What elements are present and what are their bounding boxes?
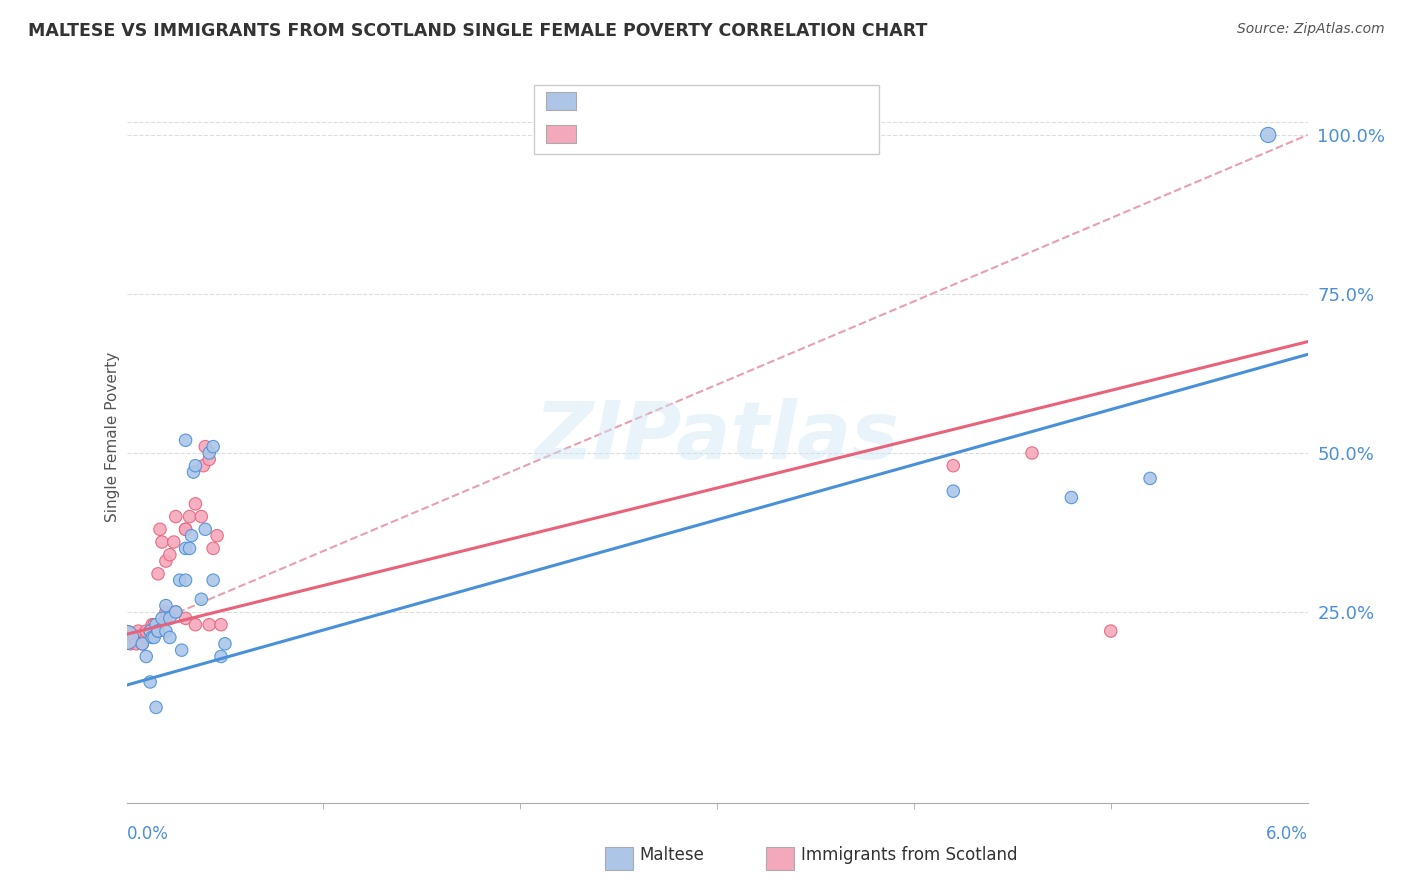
Point <box>198 617 221 632</box>
Point <box>143 631 166 645</box>
Point <box>198 446 221 460</box>
Point <box>1021 446 1043 460</box>
Point <box>1060 491 1083 505</box>
Point <box>155 611 177 625</box>
Point <box>125 637 148 651</box>
Text: Source: ZipAtlas.com: Source: ZipAtlas.com <box>1237 22 1385 37</box>
Point <box>165 605 187 619</box>
Text: 0.0%: 0.0% <box>127 825 169 843</box>
Point <box>155 599 177 613</box>
Point <box>146 624 169 638</box>
Point <box>131 637 153 651</box>
Point <box>183 465 205 479</box>
Point <box>141 631 163 645</box>
Point <box>165 509 187 524</box>
Point <box>146 624 169 638</box>
Point <box>135 631 157 645</box>
Point <box>205 529 228 543</box>
Point <box>163 535 186 549</box>
Point <box>165 605 187 619</box>
Point <box>135 649 157 664</box>
Text: R = 0.551   N = 39: R = 0.551 N = 39 <box>585 124 755 142</box>
Point <box>150 535 173 549</box>
Point <box>115 631 138 645</box>
Point <box>1257 128 1279 142</box>
Point <box>139 675 162 690</box>
Point <box>115 631 138 645</box>
Point <box>194 440 217 454</box>
Point <box>194 522 217 536</box>
Point <box>209 617 232 632</box>
Point <box>120 637 142 651</box>
Text: MALTESE VS IMMIGRANTS FROM SCOTLAND SINGLE FEMALE POVERTY CORRELATION CHART: MALTESE VS IMMIGRANTS FROM SCOTLAND SING… <box>28 22 928 40</box>
Point <box>209 649 232 664</box>
Point <box>141 617 163 632</box>
Point <box>143 617 166 632</box>
Point <box>127 624 149 638</box>
Point <box>159 548 181 562</box>
Point <box>169 573 191 587</box>
Point <box>184 617 207 632</box>
Text: ZIPatlas: ZIPatlas <box>534 398 900 476</box>
Point <box>193 458 215 473</box>
Point <box>149 522 172 536</box>
Point <box>155 605 177 619</box>
Point <box>184 458 207 473</box>
Point <box>139 624 162 638</box>
Point <box>150 611 173 625</box>
Point <box>174 522 197 536</box>
Point <box>214 637 236 651</box>
Point <box>124 631 146 645</box>
Point <box>179 541 201 556</box>
Point <box>145 617 167 632</box>
Y-axis label: Single Female Poverty: Single Female Poverty <box>104 352 120 522</box>
Point <box>1139 471 1161 485</box>
Point <box>146 566 169 581</box>
Point <box>145 700 167 714</box>
Point <box>202 573 225 587</box>
Text: R = 0.593   N = 36: R = 0.593 N = 36 <box>585 91 755 109</box>
Point <box>190 509 212 524</box>
Point <box>159 611 181 625</box>
Point <box>131 637 153 651</box>
Point <box>198 452 221 467</box>
Point <box>174 522 197 536</box>
Point <box>190 592 212 607</box>
Point <box>184 497 207 511</box>
Point <box>145 624 167 638</box>
Text: Maltese: Maltese <box>640 846 704 863</box>
Point <box>942 484 965 499</box>
Point <box>155 554 177 568</box>
Point <box>942 458 965 473</box>
Point <box>174 573 197 587</box>
Point <box>155 624 177 638</box>
Point <box>1099 624 1122 638</box>
Text: 6.0%: 6.0% <box>1265 825 1308 843</box>
Point <box>180 529 202 543</box>
Point <box>139 624 162 638</box>
Text: Immigrants from Scotland: Immigrants from Scotland <box>801 846 1018 863</box>
Point <box>174 434 197 448</box>
Point <box>170 643 193 657</box>
Point <box>174 541 197 556</box>
Point <box>202 440 225 454</box>
Point <box>179 509 201 524</box>
Point <box>135 624 157 638</box>
Point <box>202 541 225 556</box>
Point <box>174 611 197 625</box>
Point <box>159 631 181 645</box>
